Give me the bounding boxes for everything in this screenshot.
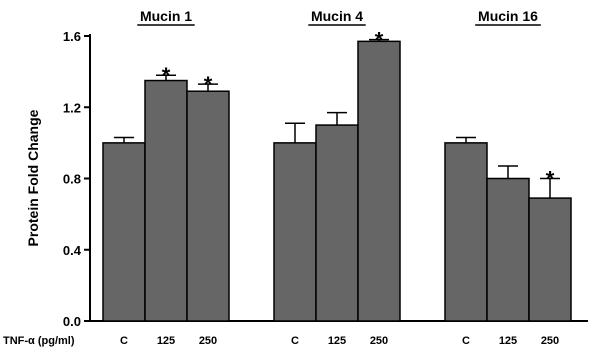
group-title-1: Mucin 4 xyxy=(311,8,363,24)
y-tick-label-0: 0.0 xyxy=(63,314,81,329)
category-label-0-1: 125 xyxy=(157,335,175,347)
bar-2-2 xyxy=(528,197,572,322)
category-label-2-0: C xyxy=(462,335,470,347)
category-label-1-0: C xyxy=(291,335,299,347)
significance-marker-1-2: * xyxy=(375,28,384,53)
group-title-2: Mucin 16 xyxy=(478,8,538,24)
bar-2-1 xyxy=(486,177,530,322)
significance-marker-0-2: * xyxy=(204,72,213,97)
category-label-1-2: 250 xyxy=(370,335,388,347)
bar-1-0 xyxy=(273,142,317,322)
labels: 0.0 0.4 0.8 1.2 1.6 Mucin 1 C * 125 * 250 Mucin 4 C 1… xyxy=(63,8,559,347)
category-label-2-2: 250 xyxy=(541,335,559,347)
y-tick-label-1: 0.4 xyxy=(63,243,82,258)
category-label-0-2: 250 xyxy=(199,335,217,347)
group-title-0: Mucin 1 xyxy=(140,8,192,24)
bars xyxy=(102,38,572,322)
significance-marker-0-1: * xyxy=(162,63,171,88)
bar-1-2 xyxy=(357,40,401,322)
y-tick-label-4: 1.6 xyxy=(63,29,81,44)
bar-0-1 xyxy=(144,79,188,322)
y-tick-label-2: 0.8 xyxy=(63,172,81,187)
bar-0-0 xyxy=(102,142,146,322)
y-tick-label-3: 1.2 xyxy=(63,100,81,115)
significance-marker-2-2: * xyxy=(546,167,555,192)
bar-1-1 xyxy=(315,124,359,322)
bar-2-0 xyxy=(444,142,488,322)
category-label-1-1: 125 xyxy=(328,335,346,347)
bar-0-2 xyxy=(186,90,230,322)
category-label-0-0: C xyxy=(120,335,128,347)
category-label-2-1: 125 xyxy=(499,335,517,347)
x-axis-label: TNF-α (pg/ml) xyxy=(3,335,75,347)
y-axis-label: Protein Fold Change xyxy=(25,109,41,246)
